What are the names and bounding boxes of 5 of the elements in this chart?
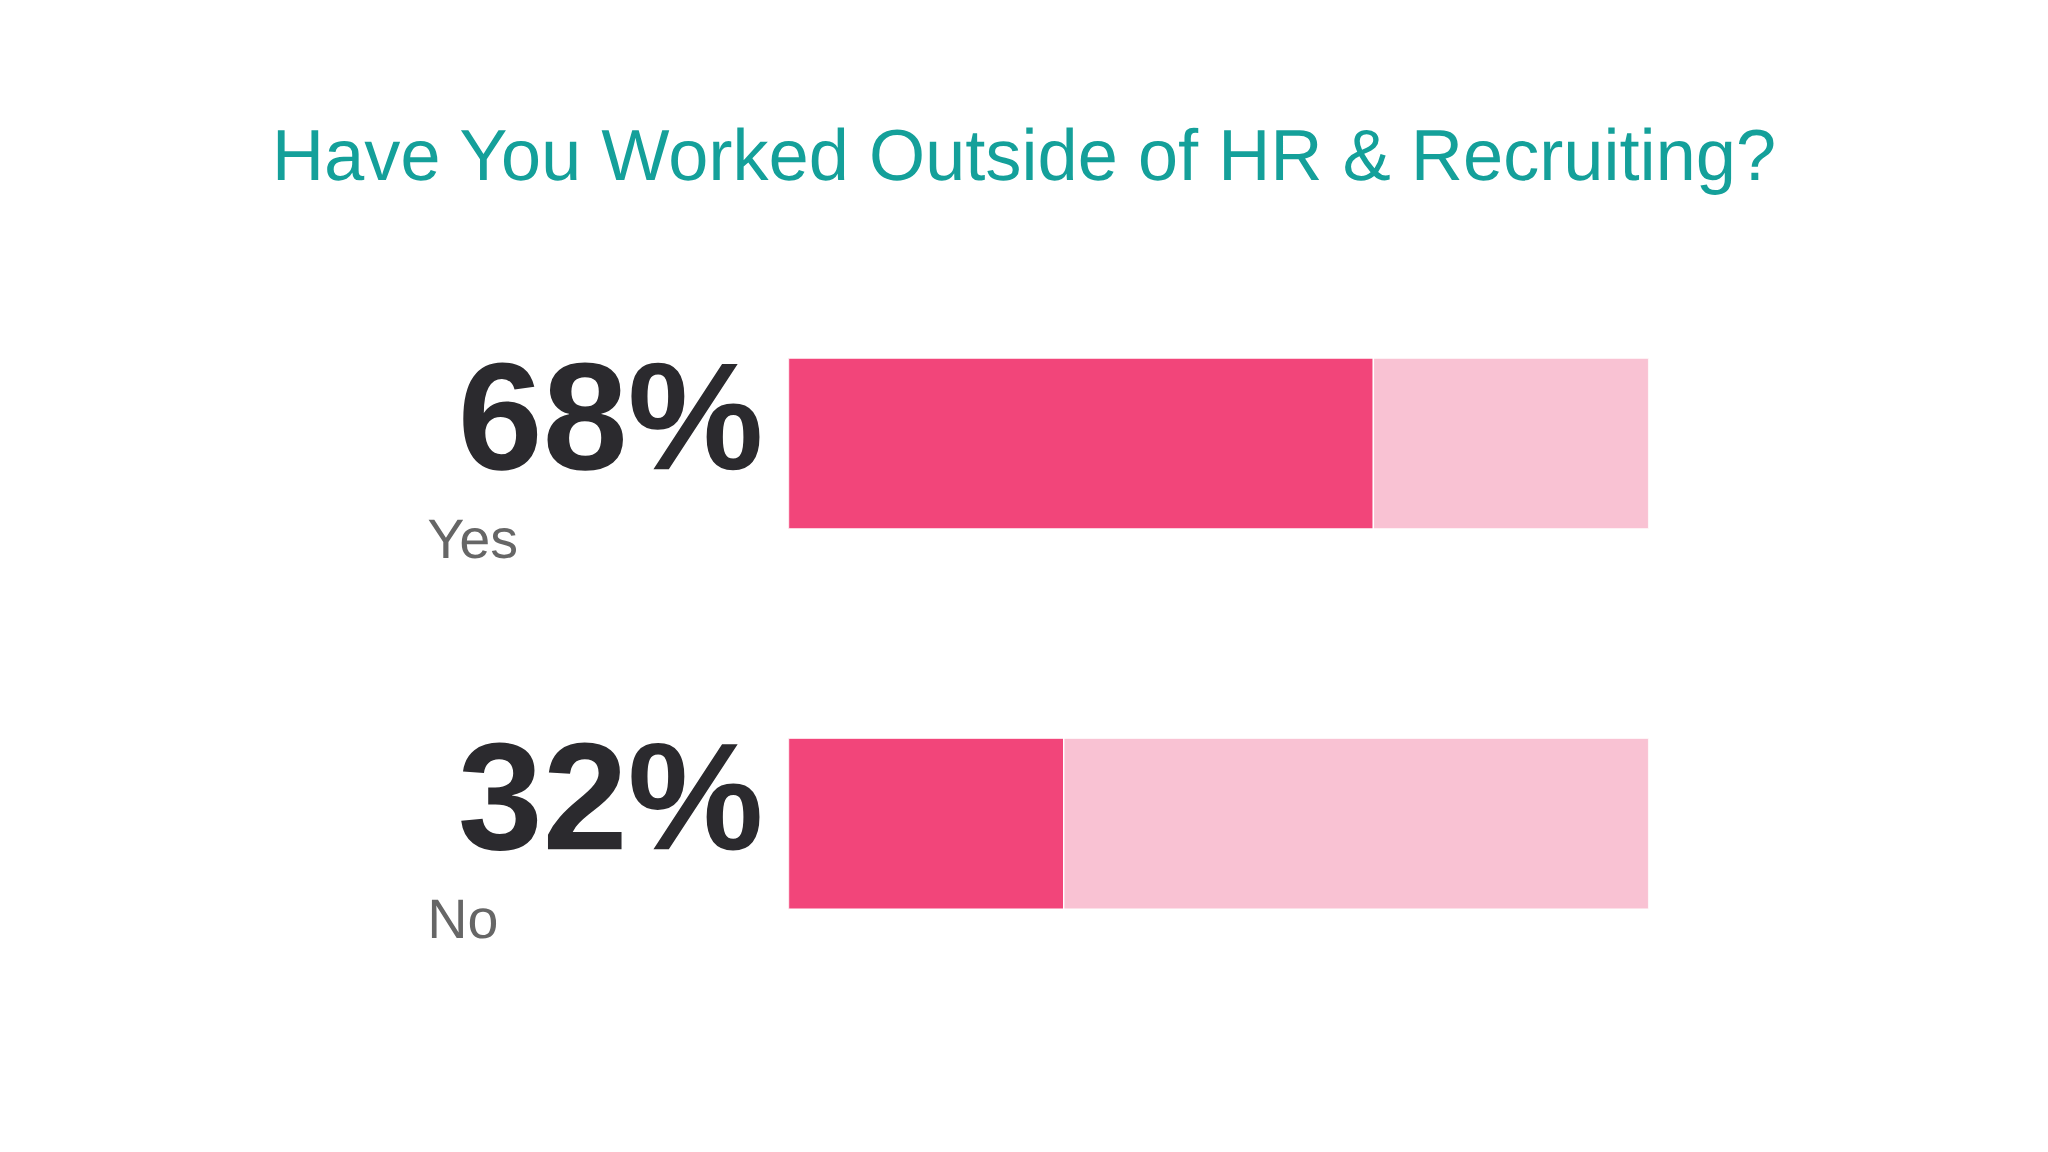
y-tick-label: No — [431, 899, 497, 939]
data-label: 68% — [463, 362, 760, 471]
chart-title: Have You Worked Outside of HR & Recruiting? — [277, 127, 1774, 195]
data-label: 32% — [461, 742, 760, 852]
y-tick-label: Yes — [428, 519, 517, 559]
